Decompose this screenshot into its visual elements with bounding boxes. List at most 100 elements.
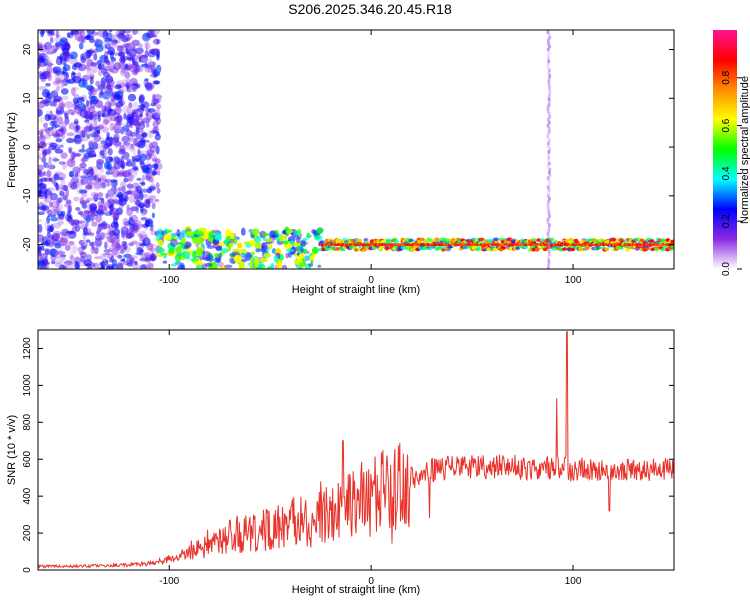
spectrogram-cell: [547, 97, 551, 102]
spectrogram-cell: [96, 226, 103, 233]
spectrogram-cell: [48, 156, 52, 166]
spectrogram-cell: [547, 158, 551, 163]
spectrogram-cell: [55, 57, 63, 66]
spectrogram-cell: [87, 140, 96, 147]
spectrogram-cell: [547, 252, 551, 257]
spectrogram-cell: [86, 99, 90, 107]
spectrogram-cell: [107, 147, 113, 156]
spectrogram-cell: [58, 102, 65, 110]
spectrogram-cell: [547, 234, 550, 239]
spectrogram-cell: [65, 188, 70, 197]
spectrogram-cell: [131, 167, 139, 171]
spectrogram-cell: [70, 51, 78, 60]
spectrogram-cell: [59, 144, 64, 148]
spectrogram-cell: [156, 169, 161, 176]
spectrogram-cell: [132, 54, 138, 62]
spectrogram-cell: [596, 245, 601, 250]
spectrogram-cell: [132, 46, 136, 51]
spectrogram-cell: [149, 247, 155, 253]
spectrogram-cell: [141, 174, 145, 182]
spectrogram-cell: [176, 251, 182, 257]
spectrogram-cell: [547, 188, 551, 192]
spectrogram-cell: [129, 146, 136, 152]
spectrogram-cell: [548, 35, 552, 40]
spectrogram-cell: [54, 124, 61, 128]
spectrogram-cell: [46, 187, 56, 192]
spectrogram-cell: [62, 66, 67, 75]
spectrogram-cell: [144, 41, 151, 50]
spectrogram-cell: [101, 126, 109, 133]
spectrogram-cell: [113, 187, 120, 193]
spectrogram-cell: [119, 68, 127, 77]
spectrogram-cell: [126, 204, 130, 211]
spectrogram-cell: [115, 101, 124, 108]
spectrogram-cell: [69, 250, 76, 255]
spectrogram-cell: [138, 95, 145, 105]
spectrogram-cell: [43, 198, 48, 202]
spectrogram-cell: [97, 124, 105, 129]
spectrogram-cell: [104, 37, 113, 43]
y-tick-label: 0: [22, 144, 33, 150]
spectrogram-cell: [310, 259, 314, 264]
spectrogram-cell: [83, 126, 92, 132]
spectrogram-cell: [273, 254, 279, 263]
spectrogram-cell: [105, 156, 114, 164]
spectrogram-cell: [168, 248, 175, 255]
spectrogram-cell: [133, 69, 138, 75]
spectrogram-cell: [240, 252, 247, 259]
spectrogram-cell: [547, 264, 550, 269]
spectrogram-cell: [77, 130, 82, 134]
spectrogram-cell: [46, 215, 51, 225]
spectrogram-cell: [126, 106, 134, 114]
spectrogram-cell: [316, 228, 323, 235]
spectrogram-cell: [149, 30, 155, 35]
spectrogram-cell: [104, 241, 108, 250]
spectrogram-cell: [54, 259, 62, 265]
spectrogram-cell: [286, 248, 295, 253]
spectrogram-cell: [253, 258, 260, 268]
spectrogram-cell: [547, 59, 551, 64]
spectrogram-cell: [261, 233, 270, 237]
spectrogram-cell: [139, 230, 148, 239]
spectrogram-cell: [91, 221, 98, 226]
spectrogram-cell: [547, 79, 551, 84]
spectrogram-cell: [208, 231, 215, 239]
spectrogram-cell: [94, 184, 102, 191]
spectrogram-cell: [183, 245, 189, 250]
spectrogram-cell: [135, 205, 139, 214]
spectrogram-cell: [38, 152, 43, 157]
spectrogram-cell: [152, 49, 160, 55]
spectrogram-cell: [89, 76, 94, 85]
spectrogram-cell: [78, 189, 88, 194]
spectrogram-cell: [54, 77, 62, 85]
spectrogram-cell: [317, 264, 322, 268]
spectrogram-cell: [440, 248, 446, 252]
spectrogram-cell: [152, 48, 160, 52]
spectrogram-cell: [50, 260, 56, 265]
spectrogram-cell: [547, 249, 551, 254]
spectrogram-cell: [43, 162, 49, 168]
spectrogram-cell: [121, 240, 127, 246]
spectrogram-cell: [159, 252, 166, 256]
colorbar-tick-label: 0.6: [721, 118, 732, 132]
spectrogram-cell: [54, 232, 61, 239]
spectrogram-cell: [72, 97, 79, 104]
spectrogram-cell: [49, 142, 58, 148]
spectrogram-cell: [223, 264, 233, 269]
spectrogram-cell: [67, 262, 74, 269]
spectrogram-cell: [126, 129, 133, 137]
spectrogram-cell: [71, 151, 76, 160]
spectrogram-cell: [255, 235, 262, 240]
spectrogram-cell: [283, 234, 288, 241]
spectrogram-cell: [116, 191, 124, 199]
spectrogram-cell: [38, 164, 45, 172]
spectrogram-cell: [79, 130, 88, 138]
snr-xlabel: Height of straight line (km): [292, 584, 420, 596]
spectrogram-cell: [179, 262, 185, 269]
spectrogram-cell: [547, 32, 551, 37]
spectrogram-cell: [150, 224, 154, 229]
spectrogram-cell: [548, 167, 552, 172]
spectrogram-cell: [87, 175, 97, 181]
spectrogram-cell: [546, 38, 550, 43]
spectrogram-cell: [125, 141, 132, 150]
